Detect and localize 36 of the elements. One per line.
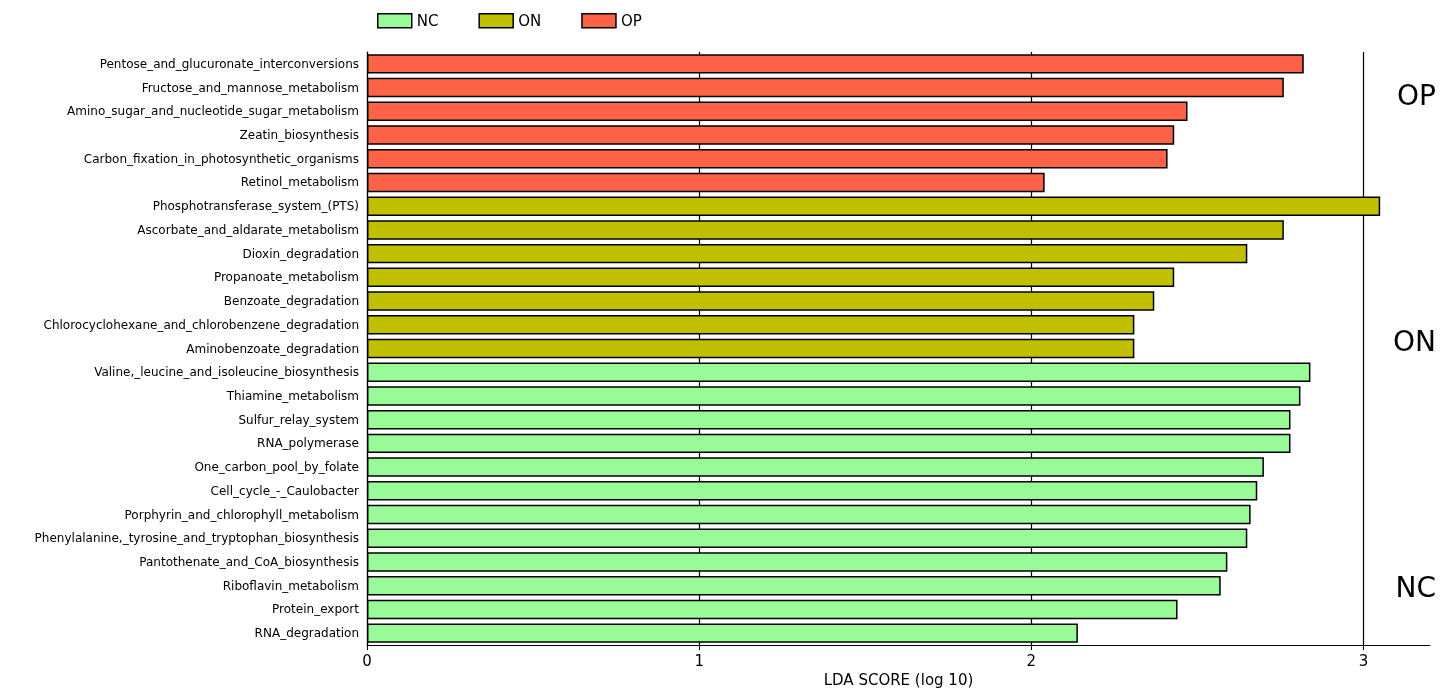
y-tick-label: Chlorocyclohexane_and_chlorobenzene_degradation xyxy=(43,317,359,332)
y-tick-label: Sulfur_relay_system xyxy=(238,412,359,427)
y-tick-label: Dioxin_degradation xyxy=(242,246,359,261)
y-tick-label: Thiamine_metabolism xyxy=(225,388,359,403)
y-tick-label: Phosphotransferase_system_(PTS) xyxy=(152,199,359,214)
x-tick-label: 0 xyxy=(362,651,372,670)
y-tick-label: Cell_cycle_-_Caulobacter xyxy=(210,483,360,498)
y-tick-label: RNA_polymerase xyxy=(257,436,359,451)
y-tick-label: Fructose_and_mannose_metabolism xyxy=(141,80,359,95)
y-tick-label: RNA_degradation xyxy=(254,626,359,641)
annotation: OP xyxy=(1397,79,1437,113)
y-tick-label: Phenylalanine,_tyrosine_and_tryptophan_biosynthesis xyxy=(34,531,359,546)
y-tick-label: One_carbon_pool_by_folate xyxy=(194,460,359,475)
y-tick-label: Pentose_and_glucuronate_interconversions xyxy=(99,56,359,71)
legend-label: NC xyxy=(416,11,439,30)
legend-label: ON xyxy=(518,11,542,30)
y-tick-label: Carbon_fixation_in_photosynthetic_organisms xyxy=(83,151,359,166)
annotation: ON xyxy=(1393,325,1436,359)
annotation: NC xyxy=(1395,571,1436,605)
x-tick-label: 3 xyxy=(1358,651,1369,670)
x-tick-label: 2 xyxy=(1026,651,1037,670)
y-tick-label: Porphyrin_and_chlorophyll_metabolism xyxy=(124,507,359,522)
y-tick-label: Valine,_leucine_and_isoleucine_biosynthesis xyxy=(94,365,359,380)
x-axis-title: LDA SCORE (log 10) xyxy=(823,671,974,690)
y-tick-label: Pantothenate_and_CoA_biosynthesis xyxy=(139,554,359,569)
y-tick-label: Propanoate_metabolism xyxy=(213,270,359,285)
y-tick-label: Ascorbate_and_aldarate_metabolism xyxy=(137,222,359,237)
legend-label: OP xyxy=(620,11,642,30)
x-tick-label: 1 xyxy=(694,651,704,670)
y-tick-label: Benzoate_degradation xyxy=(223,294,359,309)
y-tick-label: Protein_export xyxy=(272,602,360,617)
y-tick-label: Aminobenzoate_degradation xyxy=(186,341,359,356)
y-tick-label: Amino_sugar_and_nucleotide_sugar_metabolism xyxy=(67,104,359,119)
y-tick-label: Riboflavin_metabolism xyxy=(222,578,359,593)
y-tick-label: Retinol_metabolism xyxy=(240,175,359,190)
y-tick-label: Zeatin_biosynthesis xyxy=(239,128,359,143)
